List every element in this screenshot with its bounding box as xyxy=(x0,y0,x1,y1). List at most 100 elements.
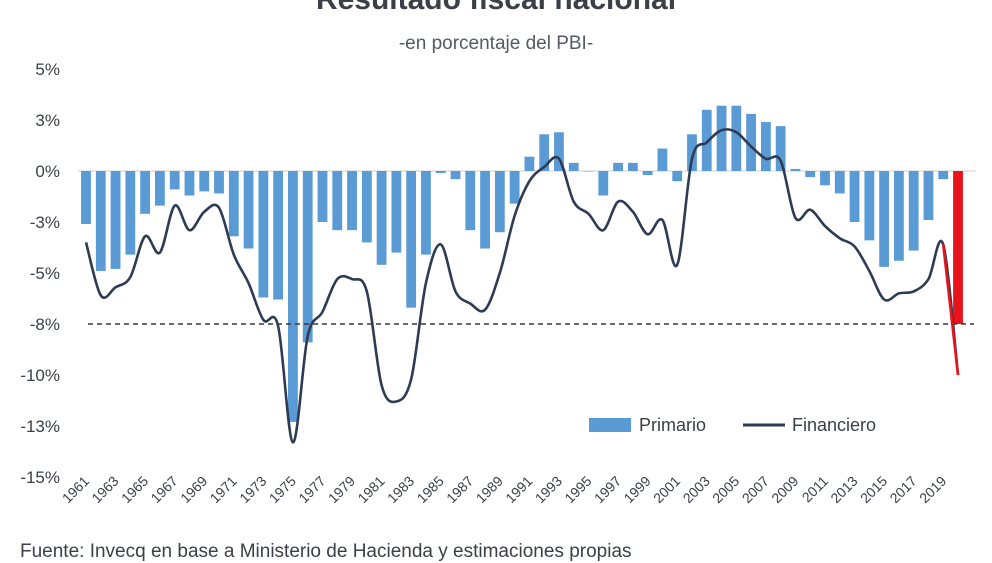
x-tick-label: 2017 xyxy=(886,473,919,506)
bar xyxy=(480,171,490,249)
chart-title: Resultado fiscal nacional xyxy=(0,0,992,17)
bar xyxy=(687,134,697,171)
y-tick-label: 5% xyxy=(35,60,60,79)
bar xyxy=(317,171,328,222)
y-tick-label: -13% xyxy=(20,417,60,436)
bar xyxy=(199,171,210,192)
x-tick-label: 1991 xyxy=(502,473,535,506)
bar xyxy=(539,134,550,171)
x-tick-label: 1993 xyxy=(532,473,565,506)
bar xyxy=(391,171,402,253)
x-tick-label: 2013 xyxy=(827,473,860,506)
bar xyxy=(258,171,269,298)
legend-swatch-primario xyxy=(589,418,631,432)
bar xyxy=(494,171,505,233)
y-tick-label: -15% xyxy=(20,468,60,487)
bar xyxy=(361,171,372,243)
bar xyxy=(435,171,446,174)
y-tick-label: -5% xyxy=(30,264,60,283)
x-tick-label: 2005 xyxy=(709,473,742,506)
x-tick-label: 2015 xyxy=(857,473,890,506)
x-tick-label: 1985 xyxy=(413,473,446,506)
x-tick-label: 1981 xyxy=(354,473,387,506)
bar xyxy=(288,171,298,422)
bar xyxy=(509,171,520,204)
x-tick-label: 1971 xyxy=(207,473,240,506)
x-tick-label: 1987 xyxy=(443,473,476,506)
x-tick-label: 1983 xyxy=(384,473,417,506)
x-tick-label: 2019 xyxy=(916,473,949,506)
bar xyxy=(672,171,683,182)
bar xyxy=(864,171,875,241)
bar xyxy=(228,171,239,237)
bar xyxy=(716,105,727,171)
x-tick-label: 1997 xyxy=(591,473,624,506)
bar xyxy=(110,171,121,269)
x-tick-label: 1967 xyxy=(147,473,180,506)
y-tick-label: -3% xyxy=(30,213,60,232)
bar xyxy=(450,171,461,180)
fiscal-result-chart: 5%3%0%-3%-5%-8%-10%-13%-15%1961196319651… xyxy=(20,60,976,506)
x-tick-label: 1963 xyxy=(88,473,121,506)
bar xyxy=(775,126,786,171)
bar xyxy=(568,162,579,171)
x-tick-label: 1969 xyxy=(177,473,210,506)
bar xyxy=(879,171,890,267)
x-tick-label: 1973 xyxy=(236,473,269,506)
bar xyxy=(140,171,151,214)
y-tick-label: 3% xyxy=(35,111,60,130)
x-tick-label: 2007 xyxy=(739,473,772,506)
x-tick-label: 1979 xyxy=(325,473,358,506)
bar xyxy=(302,171,313,343)
y-tick-label: 0% xyxy=(35,162,60,181)
bar xyxy=(627,162,638,171)
bar xyxy=(376,171,387,265)
legend-label-financiero: Financiero xyxy=(792,415,876,435)
source-note: Fuente: Invecq en base a Ministerio de H… xyxy=(20,541,632,562)
bar xyxy=(598,171,609,196)
bar xyxy=(554,132,564,171)
bar xyxy=(731,105,742,171)
x-tick-label: 2001 xyxy=(650,473,683,506)
bar xyxy=(701,109,712,171)
bar xyxy=(834,171,845,194)
financiero-line xyxy=(84,128,960,444)
x-tick-label: 1995 xyxy=(561,473,594,506)
x-tick-label: 1975 xyxy=(266,473,299,506)
bar xyxy=(938,171,949,180)
bar xyxy=(95,171,106,271)
x-tick-label: 2011 xyxy=(799,473,832,506)
x-tick-label: 1961 xyxy=(59,473,92,506)
bar xyxy=(642,171,653,176)
bar xyxy=(908,171,919,251)
bar xyxy=(746,113,756,171)
bar xyxy=(524,156,535,171)
bar xyxy=(923,171,934,220)
bar xyxy=(790,168,801,171)
y-tick-label: -8% xyxy=(30,315,60,334)
bar xyxy=(421,171,431,255)
y-tick-label: -10% xyxy=(20,366,60,385)
x-tick-label: 1965 xyxy=(118,473,151,506)
bar xyxy=(332,171,343,231)
bar xyxy=(805,171,816,178)
bar xyxy=(406,171,417,308)
bar xyxy=(214,171,224,194)
bar xyxy=(155,171,165,206)
bar xyxy=(657,148,668,171)
bar xyxy=(820,171,830,186)
bar xyxy=(273,171,284,300)
bar xyxy=(169,171,180,190)
x-tick-label: 2003 xyxy=(680,473,713,506)
chart-subtitle: -en porcentaje del PBI- xyxy=(398,33,594,54)
bar xyxy=(125,171,136,255)
bar xyxy=(849,171,860,222)
bar xyxy=(184,171,195,196)
bar xyxy=(347,171,357,231)
x-tick-label: 2009 xyxy=(768,473,801,506)
bar xyxy=(760,122,771,171)
x-tick-label: 1999 xyxy=(620,473,653,506)
x-tick-label: 1989 xyxy=(473,473,506,506)
financiero-line-highlight xyxy=(941,244,960,376)
bar xyxy=(894,171,904,261)
